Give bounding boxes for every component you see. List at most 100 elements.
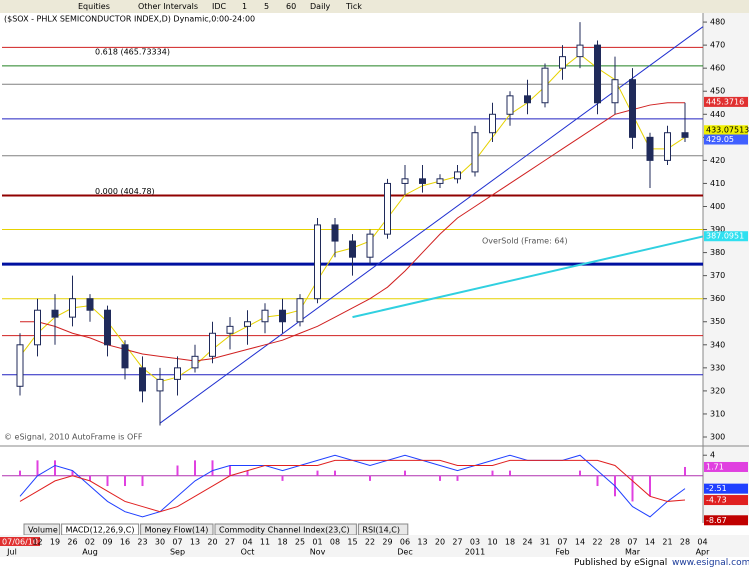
- candle-body: [384, 182, 391, 235]
- x-tick-label: 07: [172, 538, 182, 547]
- moving-average: [20, 102, 685, 362]
- x-tick-label: 22: [365, 538, 375, 547]
- y-tick-label: 380: [710, 248, 725, 257]
- month-label: Dec: [397, 548, 412, 557]
- x-tick-label: 12: [32, 538, 42, 547]
- candle-body: [594, 44, 601, 104]
- annotation: © eSignal, 2010: [4, 433, 69, 442]
- x-tick-label: 27: [225, 538, 235, 547]
- y-tick-label: 350: [710, 317, 725, 326]
- value-label: -4.73: [706, 496, 727, 505]
- x-tick-label: 15: [347, 538, 357, 547]
- x-tick-label: 09: [102, 538, 112, 547]
- candle-body: [349, 240, 356, 258]
- toolbar-button[interactable]: 1: [242, 2, 248, 11]
- annotation: 0.000 (404.78): [95, 187, 155, 196]
- candle-body: [489, 113, 496, 134]
- candle-body: [331, 224, 339, 242]
- x-tick-label: 21: [662, 538, 672, 547]
- candle-body: [139, 367, 146, 392]
- value-label: 1.71: [706, 462, 724, 471]
- x-tick-label: 28: [680, 538, 690, 547]
- toolbar-button[interactable]: Daily: [310, 2, 331, 11]
- candle-body: [681, 132, 689, 138]
- x-tick-label: 08: [330, 538, 340, 547]
- candle-body: [261, 309, 269, 323]
- x-tick-label: 14: [645, 538, 655, 547]
- indicator-tab-label[interactable]: Commodity Channel Index(23,C): [219, 526, 350, 535]
- candle-body: [471, 132, 479, 173]
- candle-body: [576, 44, 584, 58]
- x-tick-label: 07: [557, 538, 567, 547]
- indicator-tab-label[interactable]: Volume: [28, 526, 58, 535]
- x-tick-label: 18: [505, 538, 515, 547]
- y-tick-label: 4: [710, 451, 715, 460]
- footer: Published by eSignal www.esignal.com: [0, 557, 749, 570]
- x-tick-label: 20: [207, 538, 217, 547]
- annotation: OverSold (Frame: 64): [482, 237, 568, 246]
- y-tick-label: 440: [710, 110, 725, 119]
- price-label-bg: [704, 134, 748, 145]
- x-tick-label: 24: [522, 538, 532, 547]
- month-label: Feb: [555, 548, 569, 557]
- x-tick-label: 30: [155, 538, 165, 547]
- month-label: Aug: [82, 548, 98, 557]
- toolbar-button[interactable]: Other Intervals: [138, 2, 199, 11]
- candle-body: [209, 332, 216, 357]
- x-tick-label: 06: [400, 538, 410, 547]
- footer-text: Published by eSignal: [574, 558, 668, 568]
- x-tick-label: 04: [242, 538, 252, 547]
- chart-title: ($SOX - PHLX SEMICONDUCTOR INDEX,D) Dyna…: [4, 15, 255, 24]
- candle-body: [174, 367, 181, 380]
- indicator-tab-label[interactable]: MACD(12,26,9,C): [66, 526, 135, 535]
- x-tick-label: 02: [85, 538, 95, 547]
- y-tick-label: 300: [710, 433, 725, 442]
- candle-body: [524, 95, 531, 104]
- y-tick-label: 370: [710, 271, 725, 280]
- value-label-bg: [704, 483, 748, 494]
- candle-body: [86, 298, 94, 311]
- x-tick-label: 19: [50, 538, 60, 547]
- x-tick-label: 07/06/10: [2, 538, 38, 547]
- candle-body: [436, 178, 444, 184]
- candle-body: [104, 309, 111, 346]
- candle-body: [314, 224, 321, 300]
- toolbar-button[interactable]: 5: [264, 2, 270, 11]
- y-tick-label: 460: [710, 64, 725, 73]
- footer-link[interactable]: www.esignal.com: [672, 558, 749, 568]
- candle-body: [34, 309, 41, 346]
- candle-body: [296, 298, 304, 323]
- x-tick-label: 28: [610, 538, 620, 547]
- toolbar-button[interactable]: IDC: [212, 2, 227, 11]
- indicator-tab-label[interactable]: Money Flow(14): [145, 526, 209, 535]
- toolbar-button[interactable]: Tick: [346, 2, 362, 11]
- candle-body: [51, 309, 59, 318]
- indicator-tab-label[interactable]: RSI(14,C): [362, 526, 400, 535]
- month-label: 2011: [465, 548, 485, 557]
- month-label: Nov: [310, 548, 326, 557]
- toolbar-button[interactable]: Equities: [78, 2, 110, 11]
- y-tick-label: 410: [710, 179, 725, 188]
- candle-body: [121, 344, 129, 369]
- price-label: 429.05: [706, 135, 734, 144]
- x-tick-label: 25: [295, 538, 305, 547]
- trendline: [352, 235, 704, 319]
- price-label-bg: [704, 96, 748, 107]
- toolbar-button[interactable]: 60: [286, 2, 297, 11]
- candle-body: [506, 95, 514, 115]
- date-axis: [0, 535, 749, 557]
- x-tick-label: 31: [540, 538, 550, 547]
- x-tick-label: 13: [417, 538, 427, 547]
- x-tick-label: 29: [382, 538, 392, 547]
- candle-body: [629, 79, 636, 138]
- x-tick-label: 23: [137, 538, 147, 547]
- candle-body: [664, 132, 671, 161]
- candle-body: [279, 309, 286, 323]
- x-tick-label: 11: [260, 538, 270, 547]
- value-label-bg: [704, 515, 748, 526]
- month-label: Jul: [6, 548, 17, 557]
- current-date-bg: [0, 537, 40, 546]
- chart: ($SOX - PHLX SEMICONDUCTOR INDEX,D) Dyna…: [0, 13, 749, 557]
- toolbar: Equities Other Intervals IDC 1 5 60 Dail…: [0, 0, 749, 14]
- chart-background: [0, 13, 749, 557]
